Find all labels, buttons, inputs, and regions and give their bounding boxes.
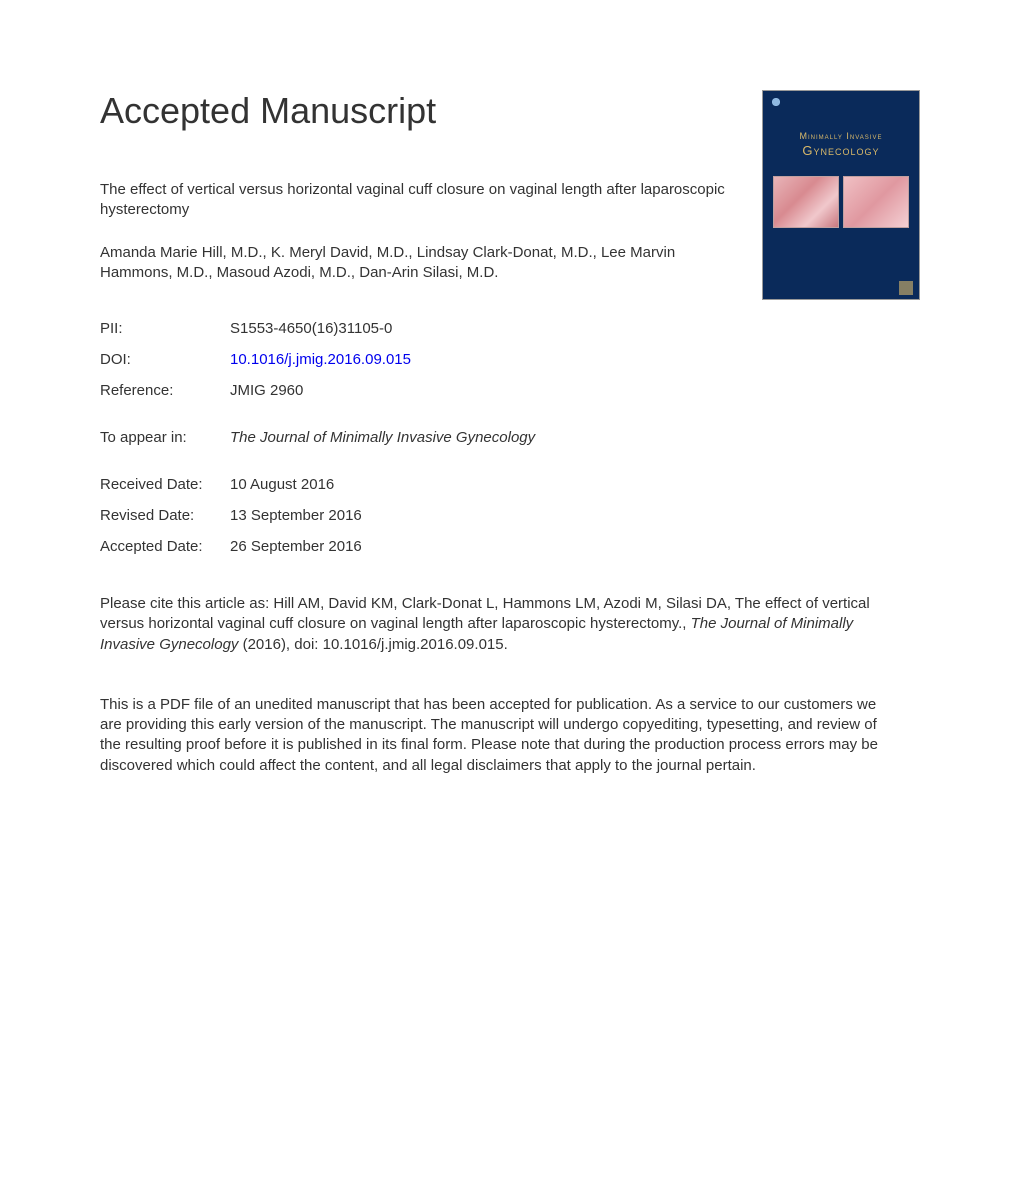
cover-photo-left [773, 176, 839, 228]
cover-title-line1: Minimally Invasive [767, 131, 915, 141]
meta-row-doi: DOI: 10.1016/j.jmig.2016.09.015 [100, 352, 920, 367]
cover-title: Minimally Invasive Gynecology [763, 131, 919, 158]
header-block: The effect of vertical versus horizontal… [100, 180, 740, 283]
meta-row-received: Received Date: 10 August 2016 [100, 477, 920, 492]
meta-row-revised: Revised Date: 13 September 2016 [100, 508, 920, 523]
meta-label: Reference: [100, 383, 230, 398]
meta-label: Revised Date: [100, 508, 230, 523]
citation-suffix: (2016), doi: 10.1016/j.jmig.2016.09.015. [238, 636, 507, 653]
meta-label: Accepted Date: [100, 539, 230, 554]
cover-image-row [763, 176, 919, 228]
meta-label: DOI: [100, 352, 230, 367]
cover-photo-right [843, 176, 909, 228]
meta-row-accepted: Accepted Date: 26 September 2016 [100, 539, 920, 554]
globe-icon [769, 95, 783, 109]
meta-value: JMIG 2960 [230, 383, 303, 398]
manuscript-page: Accepted Manuscript Minimally Invasive G… [0, 0, 1020, 836]
meta-value: 13 September 2016 [230, 508, 362, 523]
meta-value: S1553-4650(16)31105-0 [230, 321, 392, 336]
citation-text: Please cite this article as: Hill AM, Da… [100, 594, 890, 655]
journal-cover-thumbnail: Minimally Invasive Gynecology [762, 90, 920, 300]
meta-value: 10 August 2016 [230, 477, 334, 492]
meta-value: 26 September 2016 [230, 539, 362, 554]
author-list: Amanda Marie Hill, M.D., K. Meryl David,… [100, 243, 740, 284]
publisher-mark-icon [899, 281, 913, 295]
disclaimer-text: This is a PDF file of an unedited manusc… [100, 695, 900, 776]
doi-link[interactable]: 10.1016/j.jmig.2016.09.015 [230, 352, 411, 367]
meta-label: To appear in: [100, 430, 230, 445]
meta-row-pii: PII: S1553-4650(16)31105-0 [100, 321, 920, 336]
metadata-table: PII: S1553-4650(16)31105-0 DOI: 10.1016/… [100, 321, 920, 554]
cover-title-line2: Gynecology [767, 143, 915, 158]
meta-row-reference: Reference: JMIG 2960 [100, 383, 920, 398]
meta-row-appear: To appear in: The Journal of Minimally I… [100, 430, 920, 445]
article-title: The effect of vertical versus horizontal… [100, 180, 740, 221]
meta-value-journal: The Journal of Minimally Invasive Gyneco… [230, 430, 535, 445]
meta-label: PII: [100, 321, 230, 336]
cover-header-bar [763, 91, 919, 113]
meta-label: Received Date: [100, 477, 230, 492]
